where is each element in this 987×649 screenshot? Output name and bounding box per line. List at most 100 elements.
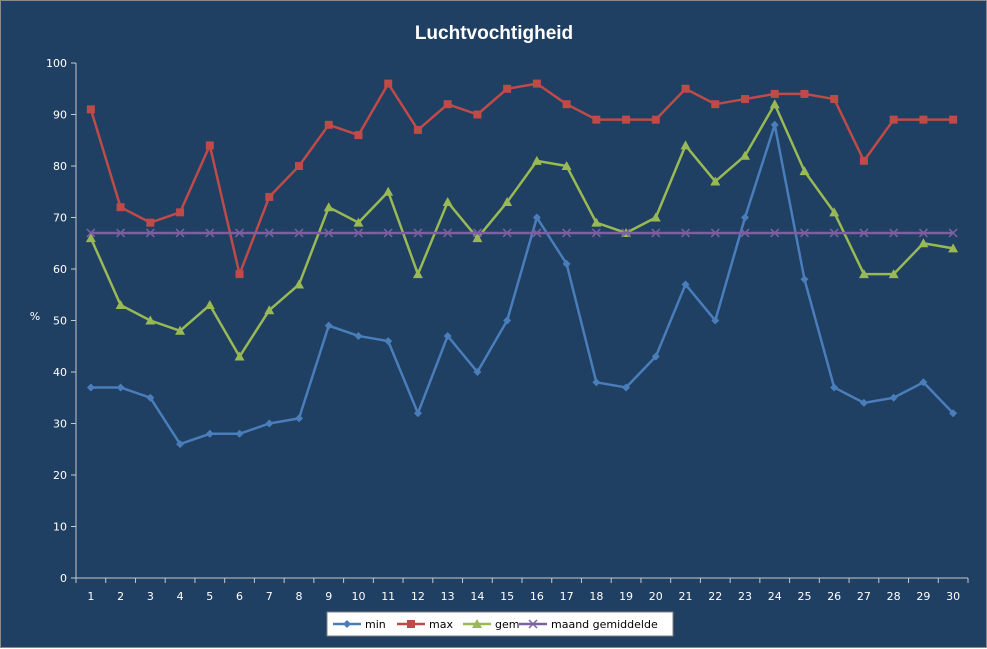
y-tick-label: 20 bbox=[53, 469, 67, 482]
data-point-x bbox=[651, 228, 661, 238]
x-marker-stroke bbox=[353, 228, 363, 238]
x-tick-label: 22 bbox=[708, 590, 722, 603]
x-marker-stroke bbox=[681, 228, 691, 238]
data-point-diamond bbox=[562, 259, 571, 268]
x-tick-label: 28 bbox=[887, 590, 901, 603]
data-point-diamond bbox=[384, 337, 393, 346]
data-point-diamond bbox=[800, 275, 809, 284]
series-line bbox=[90, 123, 955, 446]
data-point-diamond bbox=[919, 378, 928, 387]
data-point-x bbox=[264, 228, 274, 238]
x-tick-label: 4 bbox=[177, 590, 184, 603]
series-maand-gemiddelde bbox=[86, 228, 958, 238]
data-point-x bbox=[86, 228, 96, 238]
x-tick-label: 16 bbox=[530, 590, 544, 603]
data-point-x bbox=[918, 228, 928, 238]
data-point-triangle bbox=[323, 202, 334, 212]
x-tick-label: 24 bbox=[768, 590, 782, 603]
x-marker-stroke bbox=[621, 228, 631, 238]
x-marker-stroke bbox=[829, 228, 839, 238]
legend-item: min bbox=[333, 618, 386, 631]
data-point-diamond bbox=[354, 331, 363, 340]
x-tick-label: 2 bbox=[117, 590, 124, 603]
data-point-triangle bbox=[948, 243, 959, 253]
data-point-triangle bbox=[412, 269, 423, 279]
data-point-diamond bbox=[205, 429, 214, 438]
x-marker-stroke bbox=[116, 228, 126, 238]
data-point-diamond bbox=[681, 280, 690, 289]
data-point-square bbox=[562, 100, 571, 109]
data-point-square bbox=[413, 125, 422, 134]
data-point-x bbox=[829, 228, 839, 238]
data-point-triangle bbox=[353, 217, 364, 227]
data-point-diamond bbox=[622, 383, 631, 392]
data-point-x bbox=[235, 228, 245, 238]
x-tick-label: 30 bbox=[946, 590, 960, 603]
data-point-square bbox=[592, 115, 601, 124]
data-point-diamond bbox=[503, 316, 512, 325]
data-point-diamond bbox=[592, 378, 601, 387]
data-point-diamond bbox=[146, 393, 155, 402]
data-point-x bbox=[621, 228, 631, 238]
data-point-square bbox=[473, 110, 482, 119]
x-marker-stroke bbox=[502, 228, 512, 238]
data-point-x bbox=[145, 228, 155, 238]
data-point-triangle bbox=[204, 300, 215, 310]
y-tick-label: 40 bbox=[53, 366, 67, 379]
y-tick-label: 0 bbox=[60, 572, 67, 585]
data-point-square bbox=[532, 79, 541, 88]
data-point-x bbox=[502, 228, 512, 238]
x-marker-stroke bbox=[528, 619, 538, 629]
data-point-diamond bbox=[86, 383, 95, 392]
data-point-triangle bbox=[115, 300, 126, 310]
data-point-diamond bbox=[741, 213, 749, 222]
data-point-diamond bbox=[413, 409, 422, 418]
data-point-diamond bbox=[443, 331, 452, 340]
x-marker-stroke bbox=[710, 228, 720, 238]
data-point-square bbox=[235, 270, 244, 279]
data-point-square bbox=[770, 89, 779, 98]
data-point-x bbox=[383, 228, 393, 238]
x-tick-label: 6 bbox=[236, 590, 243, 603]
y-tick-label: 70 bbox=[53, 212, 67, 225]
x-marker-stroke bbox=[264, 228, 274, 238]
x-marker-stroke bbox=[859, 228, 869, 238]
x-marker-stroke bbox=[770, 228, 780, 238]
x-marker-stroke bbox=[383, 228, 393, 238]
x-marker-stroke bbox=[145, 228, 155, 238]
data-point-square bbox=[741, 95, 749, 104]
data-point-square bbox=[205, 141, 214, 150]
x-tick-label: 8 bbox=[296, 590, 303, 603]
x-tick-label: 29 bbox=[916, 590, 930, 603]
data-point-square bbox=[86, 105, 95, 114]
data-point-diamond bbox=[295, 414, 303, 423]
x-marker-stroke bbox=[86, 228, 96, 238]
x-tick-label: 7 bbox=[266, 590, 273, 603]
data-point-diamond bbox=[235, 429, 244, 438]
data-point-diamond bbox=[265, 419, 274, 428]
data-point-square bbox=[859, 156, 868, 165]
data-point-x bbox=[591, 228, 601, 238]
data-point-square bbox=[295, 162, 303, 170]
x-marker-stroke bbox=[324, 228, 334, 238]
series-line bbox=[89, 102, 954, 358]
x-tick-label: 1 bbox=[87, 590, 94, 603]
data-point-square bbox=[919, 115, 928, 124]
x-marker-stroke bbox=[175, 228, 185, 238]
y-tick-label: 90 bbox=[53, 109, 67, 122]
x-tick-label: 13 bbox=[441, 590, 455, 603]
data-point-square bbox=[503, 84, 512, 93]
y-tick-label: 100 bbox=[46, 57, 67, 70]
x-tick-label: 14 bbox=[470, 590, 484, 603]
data-point-square bbox=[622, 115, 631, 124]
data-point-square bbox=[949, 115, 958, 124]
x-marker-stroke bbox=[562, 228, 572, 238]
data-point-triangle bbox=[502, 197, 513, 207]
data-point-square bbox=[324, 120, 333, 129]
x-tick-label: 10 bbox=[351, 590, 365, 603]
data-point-diamond bbox=[343, 620, 351, 628]
x-marker-stroke bbox=[205, 228, 215, 238]
